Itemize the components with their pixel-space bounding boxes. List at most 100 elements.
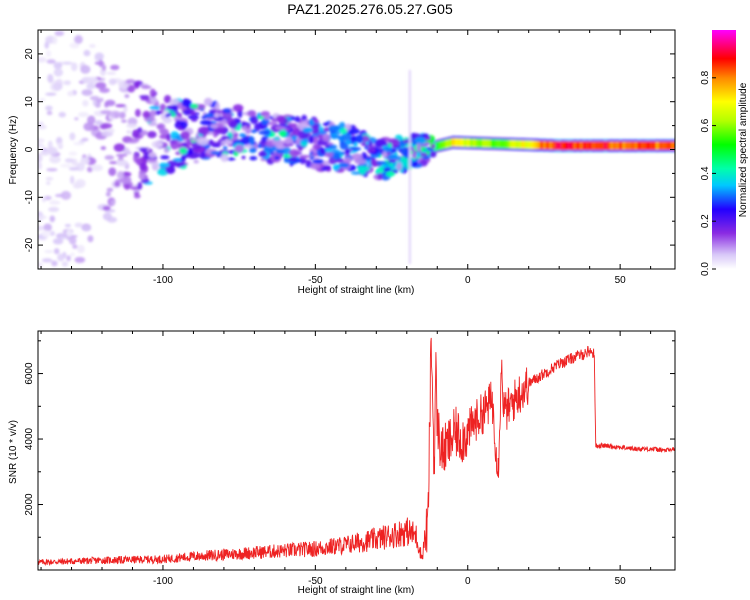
spectrogram-blob	[344, 139, 352, 145]
spectrogram-blob	[187, 115, 200, 120]
spectrogram-band-edge	[609, 149, 614, 152]
spectrogram-band-edge	[585, 139, 589, 142]
spectrogram-band-edge	[606, 139, 611, 142]
spectrogram-band-edge	[445, 137, 449, 140]
spectrogram-blob	[361, 135, 370, 143]
spectrogram-blob	[424, 136, 432, 141]
spectrogram-band-cell	[521, 140, 525, 149]
spectrogram-blob	[322, 122, 330, 126]
spectrogram-band-cell	[552, 141, 556, 150]
spectrogram-blob	[123, 183, 131, 190]
spectrogram-blob	[274, 155, 280, 160]
snr-xtick-label: 50	[615, 576, 627, 587]
spectrogram-band-edge	[664, 139, 669, 142]
colorbar-tick-label: 0.6	[700, 118, 711, 132]
spectrogram-band-cell	[619, 141, 623, 150]
spectrogram-band-edge	[619, 149, 623, 152]
spectrogram-blob	[108, 167, 117, 176]
spectrogram-band-cell	[628, 141, 632, 150]
spectrogram-band-cell	[613, 141, 617, 150]
spectrogram-band-edge	[460, 136, 464, 139]
spectrogram-blob	[69, 42, 80, 49]
colorbar-tick-label: 0.0	[700, 262, 711, 276]
snr-xtick-label: -50	[308, 576, 323, 587]
spectrogram-blob	[45, 176, 54, 181]
spectrogram-blob	[55, 136, 63, 145]
spectrogram-band-cell	[588, 141, 592, 150]
spectrogram-blob	[310, 153, 318, 157]
spectrogram-blob	[190, 103, 199, 109]
spectrogram-band-cell	[576, 141, 580, 150]
spectrogram-blob	[38, 153, 42, 162]
spectrogram-band-cell	[466, 138, 470, 148]
spectrogram-band-edge	[649, 149, 653, 152]
spectrogram-band-edge	[533, 138, 537, 141]
spectrogram-blob	[312, 158, 324, 164]
spectrogram-band-edge	[613, 149, 617, 152]
spectrogram-blob	[38, 262, 43, 268]
spectrogram-blob	[151, 140, 164, 149]
spectrogram-blob	[43, 223, 52, 232]
snr-ylabel: SNR (10 * v/v)	[8, 420, 19, 484]
spectrogram-blob	[220, 140, 233, 145]
spectrogram-blob	[287, 123, 299, 129]
spectrogram-blob	[109, 161, 119, 165]
spectrogram-blob	[51, 199, 57, 204]
spectrogram-band-cell	[594, 141, 598, 150]
spectrogram-blob	[163, 110, 169, 114]
spectrogram-band-edge	[643, 139, 647, 142]
spectrogram-band-cell	[631, 141, 635, 150]
spectrogram-band-edge	[491, 147, 495, 150]
spectrogram-band-edge	[646, 139, 650, 142]
spectrogram-blob	[158, 162, 170, 168]
spectrogram-blob	[429, 150, 437, 158]
snr-xtick-label: 0	[465, 576, 471, 587]
spectrogram-blob	[198, 152, 207, 159]
spectrogram-band-cell	[655, 141, 659, 150]
spectrogram-blob	[68, 236, 77, 245]
spectrogram-blob	[148, 151, 157, 158]
spectrogram-band-edge	[658, 149, 662, 152]
spectrogram-blob	[411, 152, 418, 159]
spectrogram-band-edge	[527, 138, 531, 141]
spectrogram-blob	[185, 138, 192, 147]
spectrogram-blob	[87, 235, 94, 243]
spectrogram-band-cell	[478, 138, 483, 148]
spectrogram-blob	[82, 99, 89, 107]
spectrogram-blob	[135, 108, 141, 118]
spectrogram-band-edge	[594, 149, 598, 152]
spectrogram-band-edge	[603, 139, 608, 142]
spectrogram-blob	[196, 137, 209, 146]
spectrogram-blob	[221, 135, 231, 140]
spectrogram-blob	[54, 30, 65, 37]
spectrogram-blob	[72, 244, 78, 249]
spectrogram-ytick-label: 0	[24, 146, 35, 152]
spectrogram-blob	[193, 159, 199, 164]
spectrogram-blob	[245, 125, 251, 129]
spectrogram-blob	[261, 117, 270, 125]
spectrogram-blob	[283, 138, 294, 144]
spectrogram-blob	[100, 122, 113, 129]
spectrogram-band-cell	[667, 141, 672, 150]
spectrogram-blob	[241, 136, 250, 146]
spectrogram-band-edge	[576, 139, 580, 142]
snr-xlabel: Height of straight line (km)	[298, 585, 415, 596]
spectrogram-blob	[127, 117, 138, 126]
spectrogram-band-edge	[591, 139, 595, 142]
spectrogram-ytick-label: -20	[24, 237, 35, 252]
spectrogram-blob	[38, 138, 45, 143]
spectrogram-band-edge	[606, 149, 611, 152]
spectrogram-band-cell	[603, 141, 608, 150]
spectrogram-blob	[258, 130, 271, 135]
spectrogram-band-edge	[518, 138, 522, 141]
spectrogram-band-cell	[472, 138, 477, 148]
spectrogram-blob	[199, 119, 212, 126]
spectrogram-band-cell	[564, 141, 568, 150]
spectrogram-band-edge	[591, 149, 595, 152]
spectrogram-band-cell	[494, 139, 498, 148]
spectrogram-blob	[138, 147, 148, 152]
spectrogram-blob	[101, 64, 107, 71]
spectrogram-band-cell	[506, 139, 510, 149]
spectrogram-band-edge	[674, 149, 675, 152]
spectrogram-blob	[257, 144, 262, 149]
